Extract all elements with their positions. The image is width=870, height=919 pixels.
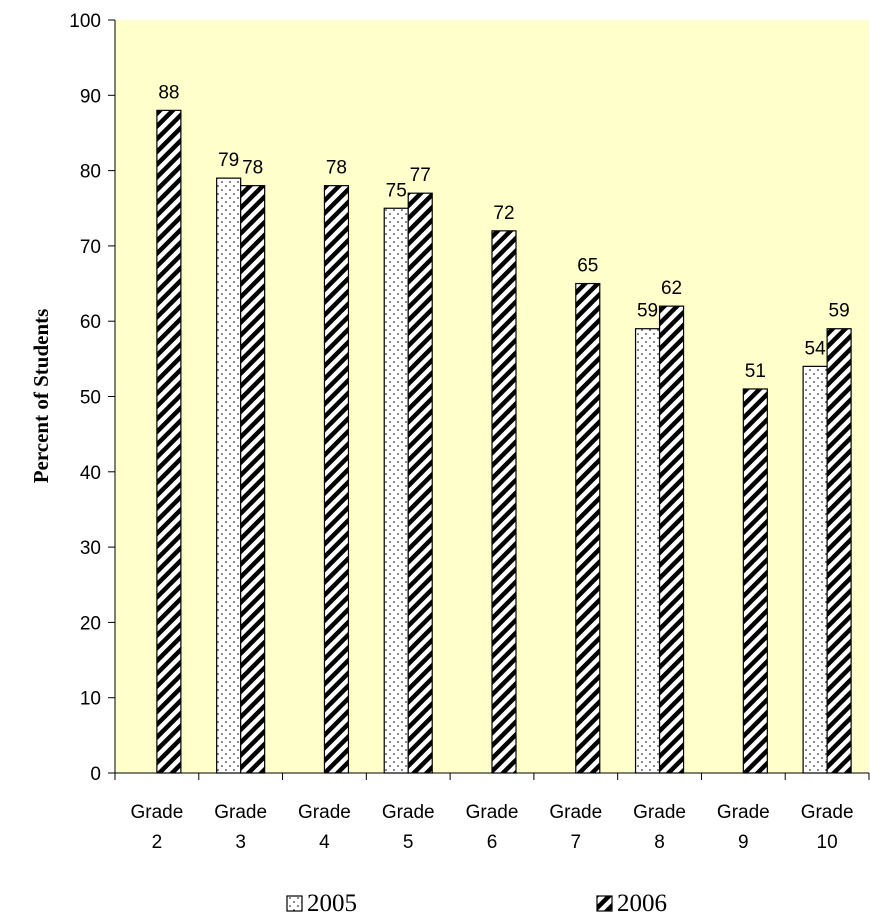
bar-2006 [658,305,685,774]
x-tick-label: Grade 3 [214,802,267,853]
y-tick-label: 0 [90,764,101,785]
x-tick-label: Grade 10 [801,802,854,853]
bar-2005 [802,365,828,774]
bar-2006 [240,185,266,774]
y-tick-label: 90 [80,86,101,107]
data-label: 79 [218,150,239,171]
data-label: 59 [829,301,850,322]
x-tick-label: Grade 8 [633,802,686,853]
x-tick-label: Grade 4 [298,802,351,853]
y-tick-label: 40 [80,463,101,484]
x-tick-label: Grade 6 [466,802,519,853]
y-tick-label: 100 [69,11,101,32]
x-tick-label: Grade 9 [717,802,770,853]
x-tick-label: Grade 7 [549,802,602,853]
legend-label-2005: 2005 [307,890,357,917]
bar-2006 [156,109,182,774]
y-tick-label: 10 [80,689,101,710]
y-tick-label: 50 [80,388,101,409]
data-label: 62 [661,278,682,299]
y-tick-label: 20 [80,613,101,634]
bar-2005 [634,328,661,774]
data-label: 77 [410,165,431,186]
legend-swatch-2005 [286,895,303,912]
data-label: 51 [745,361,766,382]
bar-2006 [575,282,601,774]
bar-2006 [323,185,350,774]
y-tick-label: 80 [80,162,101,183]
legend: 2005 2006 [286,890,667,917]
data-label: 54 [805,338,827,359]
bar-2006 [491,230,517,774]
data-label: 65 [577,256,598,277]
y-tick-label: 30 [80,538,101,559]
data-label: 72 [493,203,514,224]
legend-swatch-2006 [596,895,613,912]
x-tick-label: Grade 5 [382,802,435,853]
bar-2006 [742,388,768,774]
bar-2006 [407,192,433,774]
x-tick-label: Grade 2 [130,802,183,853]
y-axis-title: Percent of Students [29,309,53,484]
y-tick-label: 70 [80,237,101,258]
data-label: 78 [242,158,263,179]
data-label: 59 [637,301,658,322]
legend-label-2006: 2006 [617,890,667,917]
bar-2005 [216,177,242,774]
data-label: 75 [386,180,407,201]
data-label: 78 [326,158,347,179]
bar-2006 [826,328,852,774]
data-label: 88 [158,82,179,103]
y-tick-label: 60 [80,312,101,333]
bar-2005 [383,207,409,774]
